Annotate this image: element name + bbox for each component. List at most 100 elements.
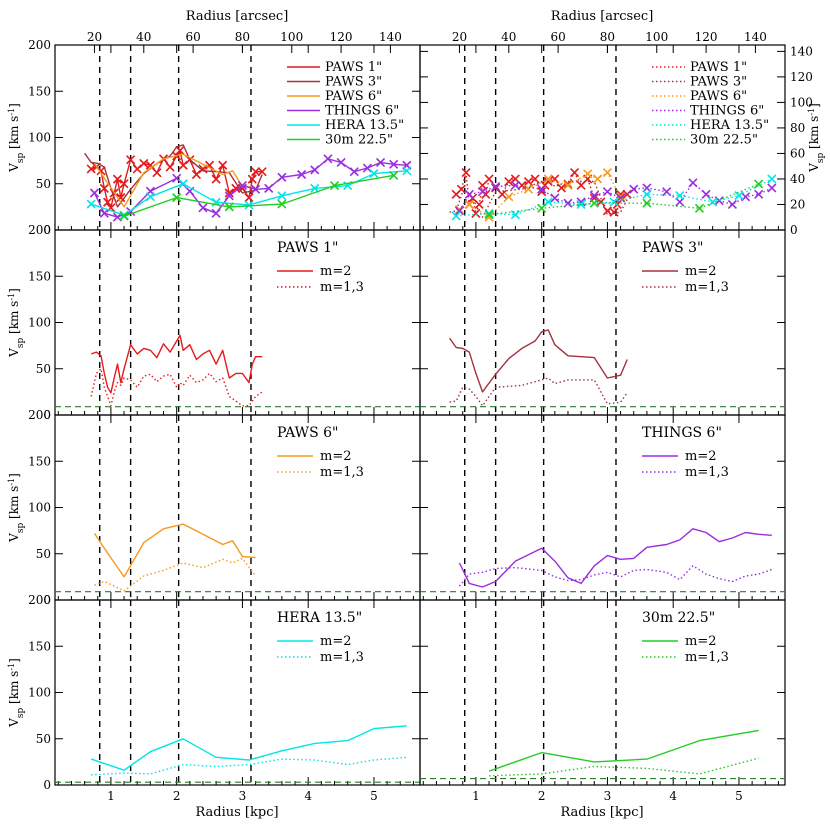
y-tick-label: 60	[790, 146, 805, 160]
data-point	[708, 197, 718, 207]
data-point	[251, 184, 261, 194]
data-point	[609, 197, 619, 207]
x2-tick-label: 120	[695, 30, 718, 44]
legend-label: m=1,3	[685, 280, 729, 295]
data-point	[336, 157, 346, 168]
data-point	[211, 174, 221, 184]
panel-title: PAWS 3"	[642, 240, 703, 256]
legend-label: THINGS 6"	[325, 104, 399, 119]
x2-tick-label: 40	[136, 30, 151, 44]
panel-title: PAWS 1"	[277, 240, 338, 256]
legend-label: m=1,3	[320, 465, 364, 480]
data-point	[461, 168, 471, 178]
data-point	[537, 184, 547, 194]
data-point	[112, 174, 123, 184]
series-line	[90, 170, 407, 216]
bottom-axis-title-right: Radius [kpc]	[560, 805, 643, 820]
data-point	[251, 167, 261, 177]
legend-label: m=2	[685, 264, 717, 279]
x-tick-label: 1	[107, 789, 115, 803]
data-point	[563, 179, 573, 189]
data-point	[152, 168, 162, 178]
data-point	[297, 169, 307, 180]
data-point	[145, 160, 155, 170]
series-line	[489, 183, 759, 216]
data-point	[543, 174, 553, 184]
data-point	[99, 208, 109, 218]
data-point	[537, 187, 547, 197]
data-point	[484, 212, 494, 222]
data-point	[510, 210, 520, 220]
data-point	[694, 203, 705, 213]
panel-frame	[419, 599, 786, 786]
y-tick-label: 0	[790, 223, 798, 237]
data-point	[257, 167, 267, 177]
data-point	[642, 189, 652, 199]
y-tick-label: 200	[28, 38, 51, 52]
data-point	[662, 187, 672, 197]
legend-label: PAWS 3"	[690, 75, 747, 90]
x-tick-label: 4	[669, 789, 677, 803]
legend-label: PAWS 1"	[690, 60, 747, 75]
y-tick-label: 200	[28, 593, 51, 607]
x-tick-label: 2	[173, 789, 181, 803]
data-point	[675, 190, 685, 201]
data-point	[556, 183, 566, 193]
data-point	[510, 180, 520, 190]
data-point	[609, 207, 619, 217]
data-point	[139, 158, 149, 168]
series-line	[489, 757, 759, 777]
x2-tick-label: 140	[744, 30, 767, 44]
series-line	[93, 523, 256, 578]
y-tick-label: 150	[28, 84, 51, 98]
legend-label: m=1,3	[320, 280, 364, 295]
y-axis-label-6: Vsp [km s-1]	[7, 658, 27, 728]
data-point	[754, 189, 764, 199]
legend-label: HERA 13.5"	[690, 118, 769, 133]
y-tick-label: 20	[790, 197, 805, 211]
data-point	[310, 165, 320, 175]
data-point	[172, 193, 182, 203]
data-point	[451, 211, 461, 221]
data-point	[454, 206, 465, 216]
x2-tick-label: 80	[235, 30, 250, 44]
data-point	[688, 178, 698, 188]
data-point	[277, 191, 287, 201]
legend-label: m=1,3	[320, 650, 364, 665]
panel-5: THINGS 6" m=2m=1,3	[419, 414, 786, 601]
series-line	[459, 171, 622, 218]
series-line	[90, 368, 263, 407]
data-point	[211, 208, 221, 218]
y-axis-label-1: Vsp [km s-1]	[807, 103, 827, 173]
x-tick-label: 5	[735, 789, 743, 803]
y-tick-label: 150	[28, 639, 51, 653]
data-point	[119, 179, 129, 189]
x-tick-label: 1	[472, 789, 480, 803]
y-tick-label: 100	[28, 686, 51, 700]
data-point	[402, 166, 412, 176]
data-point	[89, 188, 100, 198]
data-point	[349, 167, 359, 177]
legend-label: m=1,3	[685, 650, 729, 665]
data-point	[593, 174, 603, 184]
data-point	[464, 199, 474, 210]
panel-4: 0 50 100 150 200 Vsp [km s-1] PAWS 6" m=2m=1,3	[7, 408, 421, 607]
y-tick-label: 200	[28, 223, 51, 237]
y-axis-label-4: Vsp [km s-1]	[7, 473, 27, 543]
data-point	[224, 191, 234, 201]
legend-label: m=2	[320, 634, 352, 649]
series-line	[458, 182, 773, 212]
data-point	[198, 203, 208, 213]
data-point	[504, 192, 514, 202]
y-tick-label: 50	[36, 177, 51, 191]
y-tick-label: 150	[28, 269, 51, 283]
series-line	[449, 377, 628, 407]
y-tick-label: 100	[28, 316, 51, 330]
y-tick-label: 80	[790, 121, 805, 135]
x2-tick-label: 60	[185, 30, 200, 44]
data-point	[99, 183, 109, 193]
panel-title: HERA 13.5"	[277, 610, 362, 626]
panel-frame	[419, 229, 786, 416]
